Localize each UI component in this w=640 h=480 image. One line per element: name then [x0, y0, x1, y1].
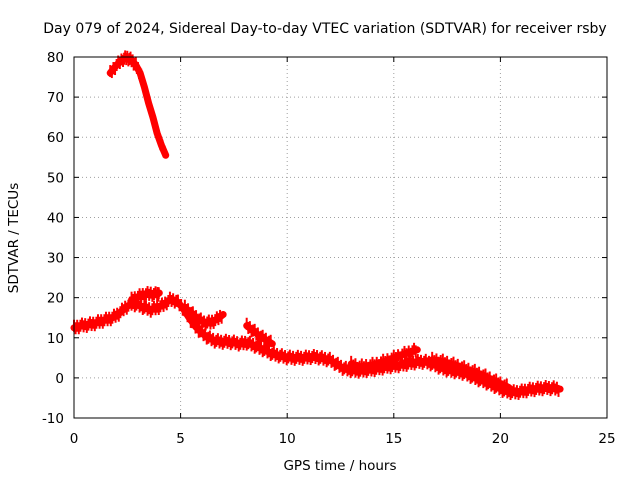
x-tick-label: 25: [598, 431, 615, 447]
y-tick-label: 50: [47, 170, 64, 186]
x-tick-label: 5: [176, 431, 185, 447]
series-segment-branch-a: [128, 286, 163, 306]
y-tick-label: 80: [47, 50, 64, 66]
plot-frame: [73, 56, 608, 419]
y-tick-label: 40: [47, 210, 64, 226]
x-tick-label: 15: [385, 431, 402, 447]
x-tick-label: 0: [70, 431, 79, 447]
y-axis-label: SDTVAR / TECUs: [6, 183, 22, 293]
series-segment-branch-c: [243, 317, 276, 349]
x-tick-label: 20: [492, 431, 509, 447]
y-tick-label: 30: [47, 251, 64, 267]
series-segment-branch-b: [181, 299, 227, 331]
y-tick-label: 0: [55, 371, 64, 387]
y-tick-label: 70: [47, 90, 64, 106]
series-segment-branch-d: [347, 342, 421, 374]
chart-title: Day 079 of 2024, Sidereal Day-to-day VTE…: [43, 21, 606, 37]
data-series: [70, 50, 564, 401]
series-segment-high: [106, 50, 170, 159]
y-tick-label: -10: [42, 411, 64, 427]
y-tick-label: 20: [47, 291, 64, 307]
y-tick-label: 60: [47, 130, 64, 146]
series-segment-main: [70, 291, 564, 401]
y-tick-label: 10: [47, 331, 64, 347]
series-segment-branch-e: [428, 351, 513, 393]
x-tick-label: 10: [279, 431, 296, 447]
x-axis-label: GPS time / hours: [283, 458, 396, 474]
axis-ticks: 0 5 10 15 20 25 -10 0 10 20 30 40 50 60 70 80: [42, 50, 616, 447]
